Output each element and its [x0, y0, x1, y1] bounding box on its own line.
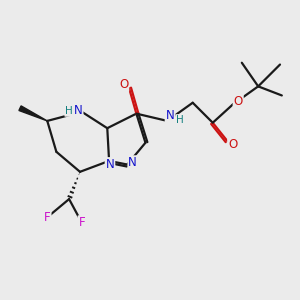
Text: O: O: [234, 95, 243, 108]
Text: F: F: [79, 216, 85, 229]
Text: H: H: [176, 115, 184, 125]
Text: F: F: [44, 211, 51, 224]
Text: N: N: [128, 156, 137, 169]
Text: H: H: [65, 106, 73, 116]
Text: N: N: [166, 109, 174, 122]
Polygon shape: [19, 106, 47, 121]
Text: O: O: [228, 138, 237, 151]
Text: O: O: [119, 78, 128, 91]
Text: N: N: [74, 104, 82, 117]
Text: N: N: [106, 158, 114, 171]
